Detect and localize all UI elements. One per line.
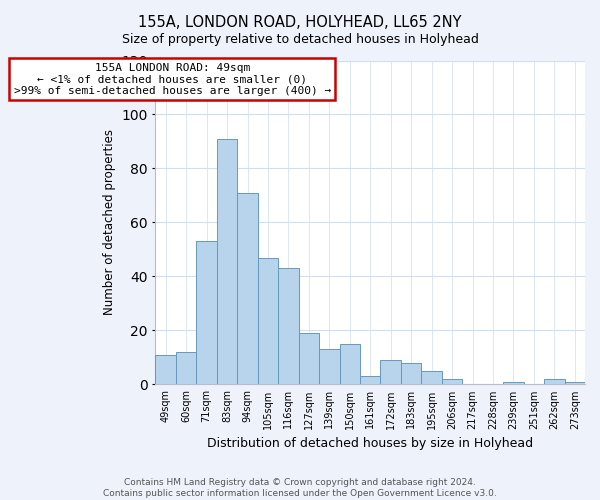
Bar (544, 379, 565, 384)
X-axis label: Distribution of detached houses by size in Holyhead: Distribution of detached houses by size … (207, 437, 533, 450)
Bar (196, 242, 217, 384)
Bar (155, 354, 176, 384)
Bar (565, 382, 585, 384)
Bar (258, 258, 278, 384)
Bar (380, 360, 401, 384)
Bar (319, 350, 340, 384)
Text: Contains HM Land Registry data © Crown copyright and database right 2024.
Contai: Contains HM Land Registry data © Crown c… (103, 478, 497, 498)
Text: 155A LONDON ROAD: 49sqm
← <1% of detached houses are smaller (0)
>99% of semi-de: 155A LONDON ROAD: 49sqm ← <1% of detache… (14, 63, 331, 96)
Bar (237, 193, 258, 384)
Bar (299, 333, 319, 384)
Bar (421, 371, 442, 384)
Bar (401, 363, 421, 384)
Bar (278, 268, 299, 384)
Text: 155A, LONDON ROAD, HOLYHEAD, LL65 2NY: 155A, LONDON ROAD, HOLYHEAD, LL65 2NY (138, 15, 462, 30)
Text: Size of property relative to detached houses in Holyhead: Size of property relative to detached ho… (122, 32, 478, 46)
Bar (503, 382, 524, 384)
Y-axis label: Number of detached properties: Number of detached properties (103, 130, 116, 316)
Bar (176, 352, 196, 384)
Bar (217, 139, 237, 384)
Bar (340, 344, 360, 385)
Bar (360, 376, 380, 384)
Bar (442, 379, 462, 384)
